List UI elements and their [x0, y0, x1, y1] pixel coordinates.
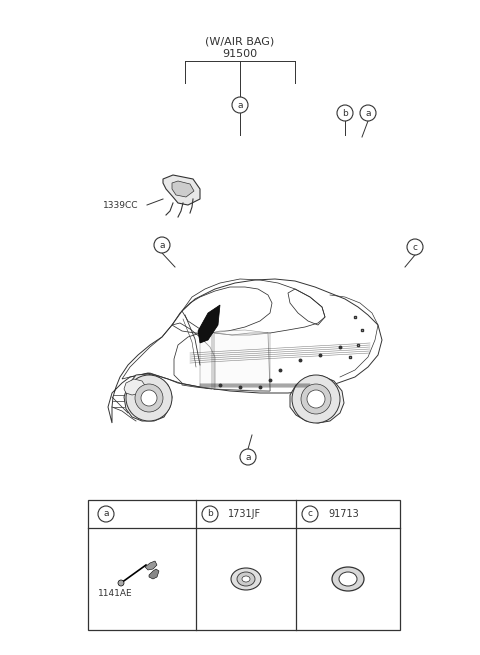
Ellipse shape [126, 375, 172, 421]
Circle shape [118, 580, 124, 586]
Ellipse shape [332, 567, 364, 591]
Text: a: a [237, 100, 243, 109]
Polygon shape [108, 279, 382, 423]
Circle shape [154, 237, 170, 253]
Polygon shape [200, 330, 270, 391]
Ellipse shape [242, 576, 250, 582]
Polygon shape [149, 569, 159, 579]
Text: (W/AIR BAG): (W/AIR BAG) [205, 37, 275, 47]
Circle shape [337, 105, 353, 121]
Ellipse shape [292, 375, 340, 423]
Polygon shape [290, 376, 344, 423]
Polygon shape [145, 561, 157, 570]
Ellipse shape [231, 568, 261, 590]
Polygon shape [198, 305, 220, 343]
Text: a: a [365, 109, 371, 117]
Polygon shape [172, 181, 194, 197]
Ellipse shape [237, 572, 255, 586]
Text: 1731JF: 1731JF [228, 509, 261, 519]
Ellipse shape [135, 384, 163, 412]
Circle shape [302, 506, 318, 522]
Bar [88, 500, 400, 630]
Text: 1339CC: 1339CC [103, 200, 139, 210]
Text: b: b [342, 109, 348, 117]
Text: b: b [207, 510, 213, 519]
Text: 91500: 91500 [222, 49, 258, 59]
Text: c: c [308, 510, 312, 519]
Ellipse shape [301, 384, 331, 414]
Text: 91713: 91713 [328, 509, 359, 519]
Circle shape [202, 506, 218, 522]
Text: a: a [103, 510, 109, 519]
Circle shape [407, 239, 423, 255]
Circle shape [141, 390, 157, 406]
Ellipse shape [339, 572, 357, 586]
Circle shape [360, 105, 376, 121]
Polygon shape [163, 175, 200, 205]
Polygon shape [124, 374, 172, 421]
Text: 1141AE: 1141AE [98, 588, 132, 597]
Polygon shape [124, 379, 146, 395]
Circle shape [307, 390, 325, 408]
Text: a: a [159, 240, 165, 250]
Circle shape [240, 449, 256, 465]
Text: c: c [412, 242, 418, 252]
Circle shape [232, 97, 248, 113]
Text: a: a [245, 453, 251, 462]
Circle shape [98, 506, 114, 522]
